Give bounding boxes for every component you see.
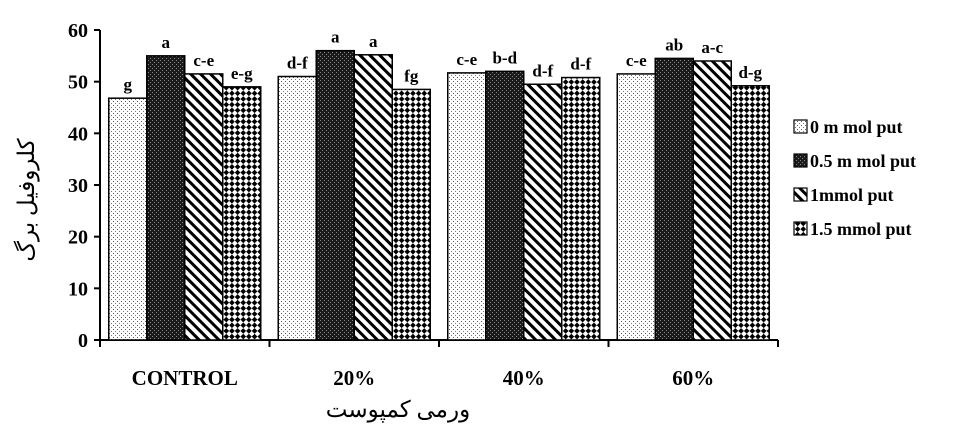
bar — [523, 83, 563, 341]
legend-swatch — [793, 221, 808, 236]
bar — [146, 55, 186, 341]
x-tick-label: 40% — [503, 366, 545, 390]
bar — [485, 70, 525, 341]
y-tick-label: 50 — [68, 72, 88, 94]
data-label: b-d — [492, 48, 517, 67]
x-tick-label: CONTROL — [132, 366, 238, 390]
bar — [730, 85, 770, 341]
bar — [447, 72, 487, 341]
bar — [277, 75, 317, 341]
bar — [184, 73, 224, 341]
data-label: a — [369, 32, 378, 51]
legend-label: 0 m mol put — [810, 117, 903, 137]
data-label: ab — [665, 35, 683, 54]
data-label: a-c — [701, 38, 723, 57]
bar — [654, 57, 694, 341]
bar — [616, 73, 656, 341]
legend-label: 1.5 mmol put — [810, 219, 912, 239]
legend-swatch — [793, 187, 808, 202]
data-label: d-f — [287, 54, 308, 73]
bar — [108, 97, 148, 341]
x-tick-label: 20% — [333, 366, 375, 390]
significance-labels: g a c-e e-g d-f a a fg c-e b-d d-f d-f c-e ab a-c d-g — [124, 28, 763, 95]
data-label: c-e — [193, 51, 214, 70]
data-label: a — [162, 33, 171, 52]
y-tick-label: 60 — [68, 20, 88, 42]
bars — [108, 49, 770, 341]
data-label: d-g — [738, 63, 762, 82]
legend: 0 m mol put 0.5 m mol put 1mmol put 1.5 mmo… — [793, 117, 916, 239]
legend-label: 1mmol put — [810, 185, 894, 205]
x-tick-label: 60% — [672, 366, 714, 390]
legend-swatch — [793, 153, 808, 168]
y-tick-label: 40 — [68, 123, 88, 145]
bar — [391, 88, 431, 341]
bar — [315, 49, 355, 341]
data-label: d-f — [570, 55, 591, 74]
y-axis-label: کلروفیل برگ — [13, 138, 40, 261]
data-label: fg — [404, 66, 419, 85]
y-tick-label: 0 — [78, 330, 88, 352]
data-label: d-f — [532, 61, 553, 80]
bar — [692, 60, 732, 341]
y-tick-label: 20 — [68, 227, 88, 249]
data-label: a — [331, 28, 340, 47]
bar — [222, 86, 262, 341]
x-axis-label: ورمی کمپوست — [326, 397, 470, 423]
axes: 0 10 20 30 40 50 60 CONTROL 20% 40% 60% — [68, 20, 779, 390]
bar — [561, 76, 601, 341]
y-tick-label: 30 — [68, 175, 88, 197]
legend-swatch — [793, 119, 808, 134]
data-label: c-e — [626, 51, 647, 70]
bar — [353, 54, 393, 341]
y-tick-label: 10 — [68, 278, 88, 300]
legend-label: 0.5 m mol put — [810, 151, 916, 171]
data-label: c-e — [456, 50, 477, 69]
data-label: g — [124, 75, 133, 94]
data-label: e-g — [231, 64, 253, 83]
